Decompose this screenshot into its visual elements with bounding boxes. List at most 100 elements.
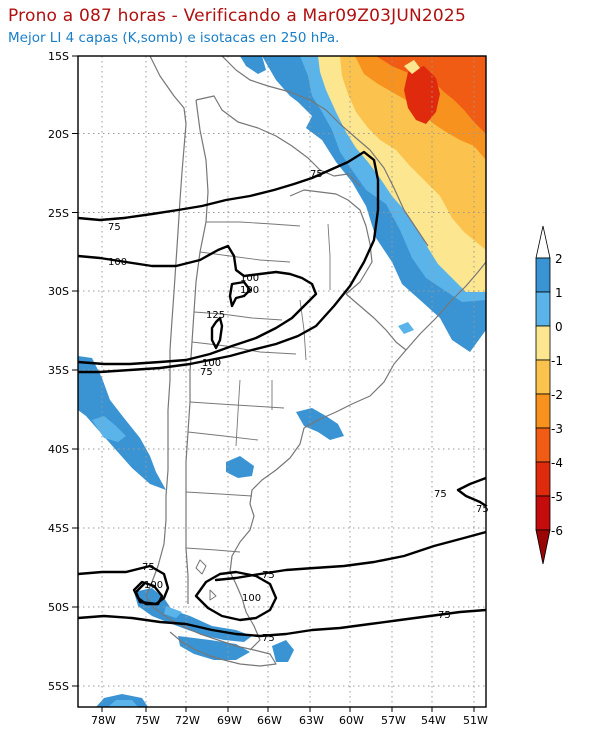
isotach-100-inner [228,280,252,308]
lon-label: 51W [463,714,488,727]
map-subtitle: Mejor LI 4 capas (K,somb) e isotacas en … [8,30,340,46]
coastlines-borders [145,56,486,667]
lon-label: 66W [257,714,282,727]
isotach-125 [210,316,224,350]
lon-label: 54W [421,714,446,727]
isotach-contours [78,150,486,638]
colorbar-label: -3 [551,422,563,436]
isotach-75-north [78,150,380,374]
isotach-label: 100 [240,285,259,296]
lon-label: 69W [217,714,242,727]
colorbar-top-arrow [535,225,551,259]
lat-label: 15S [48,50,69,63]
lat-label: 50S [48,601,69,614]
isotach-label: 100 [108,257,127,268]
pacific-coastline [145,56,277,667]
lat-label: 20S [48,128,69,141]
provincial-lines [185,221,331,553]
colorbar-box-plus1 [535,291,551,327]
latitude-axis: 15S 20S 25S 30S 35S 40S 45S 50S 55S [48,50,69,693]
li-band-minus3 [376,56,486,134]
colorbar-box-plus2 [535,257,551,293]
brazil-border [221,56,429,247]
colorbar-label: -2 [551,388,563,402]
isotach-100-loop [194,570,278,622]
paraguay-border [289,189,373,295]
isotach-labels: 75 75 100 100 100 125 100 75 75 75 75 75… [108,169,489,644]
colorbar-label: -6 [551,524,563,538]
colorbar-box-minus4 [535,461,551,497]
isotach-label: 75 [142,562,155,573]
isotach-label: 75 [434,489,447,500]
colorbar-bottom-arrow [535,529,551,565]
colorbar-box-minus1 [535,359,551,395]
lat-label: 55S [48,680,69,693]
colorbar-labels: 2 1 0 -1 -2 -3 -4 -5 -6 [551,252,563,538]
colorbar-box-minus3 [535,427,551,463]
lon-ticks [101,707,475,712]
colorbar-box-0 [535,325,551,361]
lat-lon-grid [78,56,486,707]
colorbar-label: 2 [555,252,563,266]
li-west-coast-inner [92,416,126,442]
lat-label: 35S [48,364,69,377]
li-shading-west [78,56,414,707]
argentina-chile-border [185,99,209,604]
li-peru-blob [240,56,266,74]
lon-label: 72W [175,714,200,727]
isotach-label: 125 [206,310,225,321]
colorbar-label: 1 [555,286,563,300]
isotach-label: 75 [262,570,275,581]
isotach-label: 100 [202,358,221,369]
uruguay-border [345,293,407,351]
colorbar-label: -4 [551,456,563,470]
colorbar-box-minus5 [535,495,551,531]
colorbar-box-minus2 [535,393,551,429]
isotach-label: 75 [200,367,213,378]
bolivia-border [195,95,361,187]
li-tierra-blob [178,636,250,660]
isotach-label: 75 [438,610,451,621]
li-spot-0a [404,60,420,74]
isotach-label: 75 [476,504,489,515]
longitude-axis: 78W 75W 72W 69W 66W 63W 60W 57W 54W 51W [91,714,488,727]
isotach-label: 75 [108,222,121,233]
li-uruguay-spot [398,322,414,334]
colorbar-label: 0 [555,320,563,334]
isotach-label: 100 [144,580,163,591]
atlantic-coastline [229,261,486,651]
isotach-75-sw [78,608,486,638]
lat-label: 40S [48,443,69,456]
lat-label: 25S [48,207,69,220]
isotach-100-north [78,244,318,366]
lat-ticks [72,55,78,687]
map-title: Prono a 087 horas - Verificando a Mar09Z… [8,6,466,26]
lakes [195,559,217,601]
plot-frame [77,55,487,708]
isotach-label: 100 [240,273,259,284]
isotach-100-south [132,580,164,606]
li-south-inner [164,606,182,618]
li-buenosaires-blob [296,408,344,440]
isotach-label: 75 [310,169,323,180]
colorbar-label: -5 [551,490,563,504]
li-bottom-inner [108,700,138,707]
isotach-label: 100 [242,593,261,604]
li-patagonia-blob [226,456,254,478]
lon-label: 60W [339,714,364,727]
colorbar [535,225,551,565]
isotach-label: 75 [262,633,275,644]
lat-label: 30S [48,285,69,298]
isotach-75-east [456,476,486,508]
lon-label: 75W [135,714,160,727]
li-west-coast-blob [78,356,166,490]
lon-label: 57W [381,714,406,727]
li-south-blob [134,588,252,642]
colorbar-label: -1 [551,354,563,368]
li-band-minus4 [404,66,440,124]
lon-label: 78W [91,714,116,727]
lat-label: 45S [48,522,69,535]
lon-label: 63W [299,714,324,727]
li-falklands-blob [272,640,294,662]
